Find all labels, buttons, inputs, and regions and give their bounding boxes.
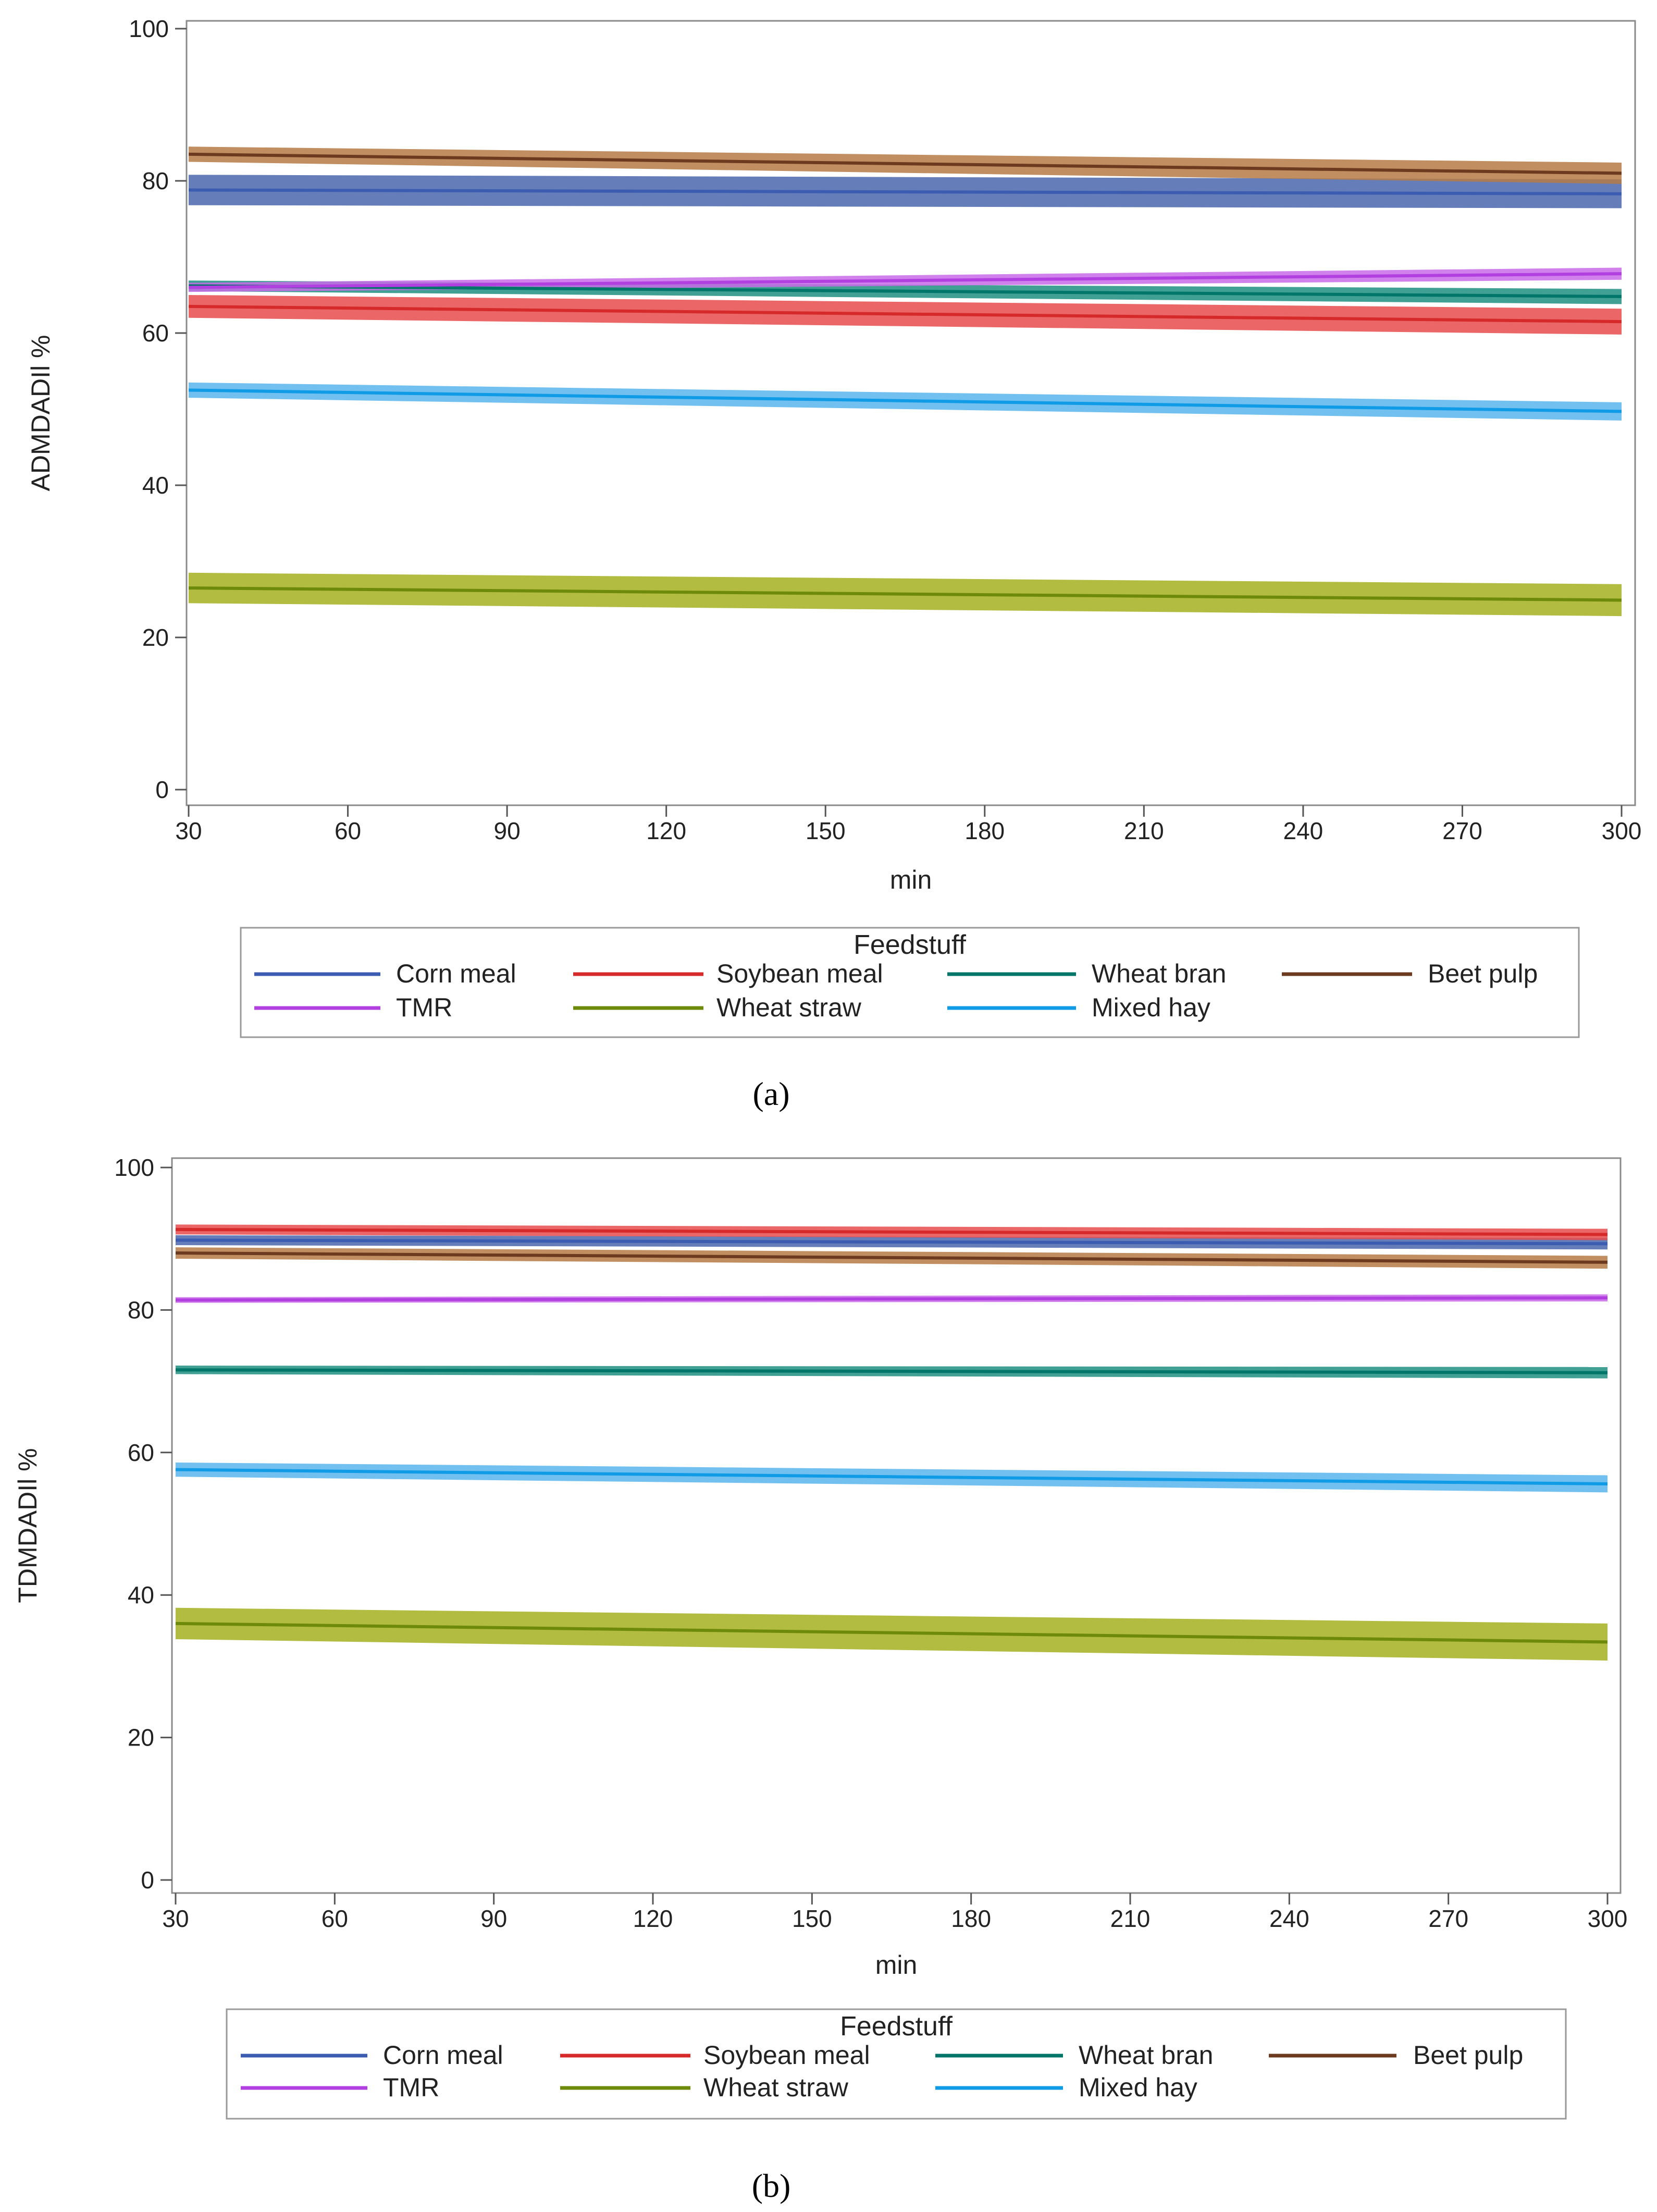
series-line-corn-meal bbox=[175, 1238, 1608, 1246]
x-tick-label: 30 bbox=[162, 1905, 189, 1932]
series-line-wheat-straw bbox=[175, 1621, 1608, 1644]
y-tick-label: 40 bbox=[142, 472, 169, 499]
series-line-tmr bbox=[188, 272, 1622, 289]
x-tick-label: 270 bbox=[1442, 817, 1482, 844]
series-line-beet-pulp bbox=[188, 152, 1622, 175]
series-line-wheat-bran bbox=[188, 284, 1622, 298]
x-axis-title: min bbox=[875, 1950, 918, 1980]
y-tick-label: 60 bbox=[142, 319, 169, 347]
y-tick-label: 100 bbox=[114, 1154, 154, 1181]
legend-label-corn-meal: Corn meal bbox=[383, 2041, 503, 2070]
x-tick-label: 60 bbox=[321, 1905, 348, 1932]
series-line-soybean-meal bbox=[175, 1227, 1608, 1236]
x-tick-label: 120 bbox=[646, 817, 686, 844]
legend-label-wheat-bran: Wheat bran bbox=[1092, 959, 1226, 988]
panel-caption: (a) bbox=[752, 1075, 789, 1112]
chart-b-svg: 0 20 40 60 80 100 30 60 90 120 150 180 210 240 270 300 m… bbox=[13, 1154, 1628, 2204]
chart-panel-a: 0 20 40 60 80 100 30 60 90 120 150 180 210 240 270 300 m… bbox=[26, 15, 1642, 1112]
legend-label-mixed-hay: Mixed hay bbox=[1092, 993, 1210, 1022]
x-tick-label: 90 bbox=[494, 817, 521, 844]
series-line-tmr bbox=[175, 1296, 1608, 1302]
x-tick-label: 240 bbox=[1283, 817, 1324, 844]
legend-label-soybean-meal: Soybean meal bbox=[716, 959, 883, 988]
x-tick-label: 210 bbox=[1124, 817, 1164, 844]
y-axis-title: ADMDADIl % bbox=[26, 335, 55, 491]
y-tick-label: 40 bbox=[128, 1581, 154, 1608]
chart-panel-b: 0 20 40 60 80 100 30 60 90 120 150 180 210 240 270 300 m… bbox=[0, 1126, 1657, 2212]
x-tick-label: 90 bbox=[480, 1905, 507, 1932]
x-tick-label: 180 bbox=[951, 1905, 991, 1932]
y-tick-label: 0 bbox=[155, 776, 169, 803]
x-tick-label: 240 bbox=[1269, 1905, 1309, 1932]
y-axis-title: TDMDADIl % bbox=[13, 1448, 42, 1603]
y-tick-label: 20 bbox=[128, 1724, 154, 1751]
x-axis-title: min bbox=[890, 865, 932, 894]
x-tick-label: 300 bbox=[1602, 817, 1642, 844]
legend-label-mixed-hay: Mixed hay bbox=[1079, 2073, 1197, 2102]
series-line-mixed-hay bbox=[188, 388, 1622, 413]
x-tick-label: 210 bbox=[1110, 1905, 1151, 1932]
y-tick-label: 0 bbox=[141, 1866, 154, 1894]
y-tick-label: 80 bbox=[128, 1296, 154, 1323]
x-tick-label: 300 bbox=[1588, 1905, 1628, 1932]
legend-label-corn-meal: Corn meal bbox=[396, 959, 516, 988]
series-line-wheat-straw bbox=[188, 586, 1622, 602]
y-tick-label: 60 bbox=[128, 1439, 154, 1466]
legend-label-beet-pulp: Beet pulp bbox=[1428, 959, 1538, 988]
legend-box bbox=[226, 2008, 1567, 2120]
y-tick-label: 20 bbox=[142, 624, 169, 651]
legend-label-tmr: TMR bbox=[383, 2073, 439, 2102]
plot-frame bbox=[171, 1157, 1622, 1894]
series-line-wheat-bran bbox=[175, 1368, 1608, 1374]
series-line-beet-pulp bbox=[175, 1251, 1608, 1264]
x-tick-label: 150 bbox=[792, 1905, 832, 1932]
legend-label-soybean-meal: Soybean meal bbox=[703, 2041, 870, 2070]
legend-title: Feedstuff bbox=[840, 2011, 953, 2042]
series-line-corn-meal bbox=[188, 188, 1622, 195]
x-tick-label: 150 bbox=[806, 817, 846, 844]
legend-label-wheat-straw: Wheat straw bbox=[703, 2073, 849, 2102]
chart-a-svg: 0 20 40 60 80 100 30 60 90 120 150 180 210 240 270 300 m… bbox=[26, 15, 1642, 1112]
series-line-soybean-meal bbox=[188, 304, 1622, 324]
legend-title: Feedstuff bbox=[854, 930, 966, 960]
legend-label-wheat-straw: Wheat straw bbox=[716, 993, 862, 1022]
legend-label-beet-pulp: Beet pulp bbox=[1413, 2041, 1523, 2070]
legend-label-wheat-bran: Wheat bran bbox=[1079, 2041, 1213, 2070]
x-tick-label: 120 bbox=[633, 1905, 673, 1932]
x-tick-label: 30 bbox=[175, 817, 202, 844]
y-tick-label: 80 bbox=[142, 167, 169, 194]
x-tick-label: 270 bbox=[1428, 1905, 1468, 1932]
x-tick-label: 180 bbox=[964, 817, 1005, 844]
x-tick-label: 60 bbox=[335, 817, 361, 844]
legend-label-tmr: TMR bbox=[396, 993, 452, 1022]
legend-box bbox=[240, 927, 1580, 1038]
y-tick-label: 100 bbox=[129, 15, 169, 42]
series-line-mixed-hay bbox=[175, 1468, 1608, 1485]
panel-caption: (b) bbox=[752, 2167, 791, 2204]
